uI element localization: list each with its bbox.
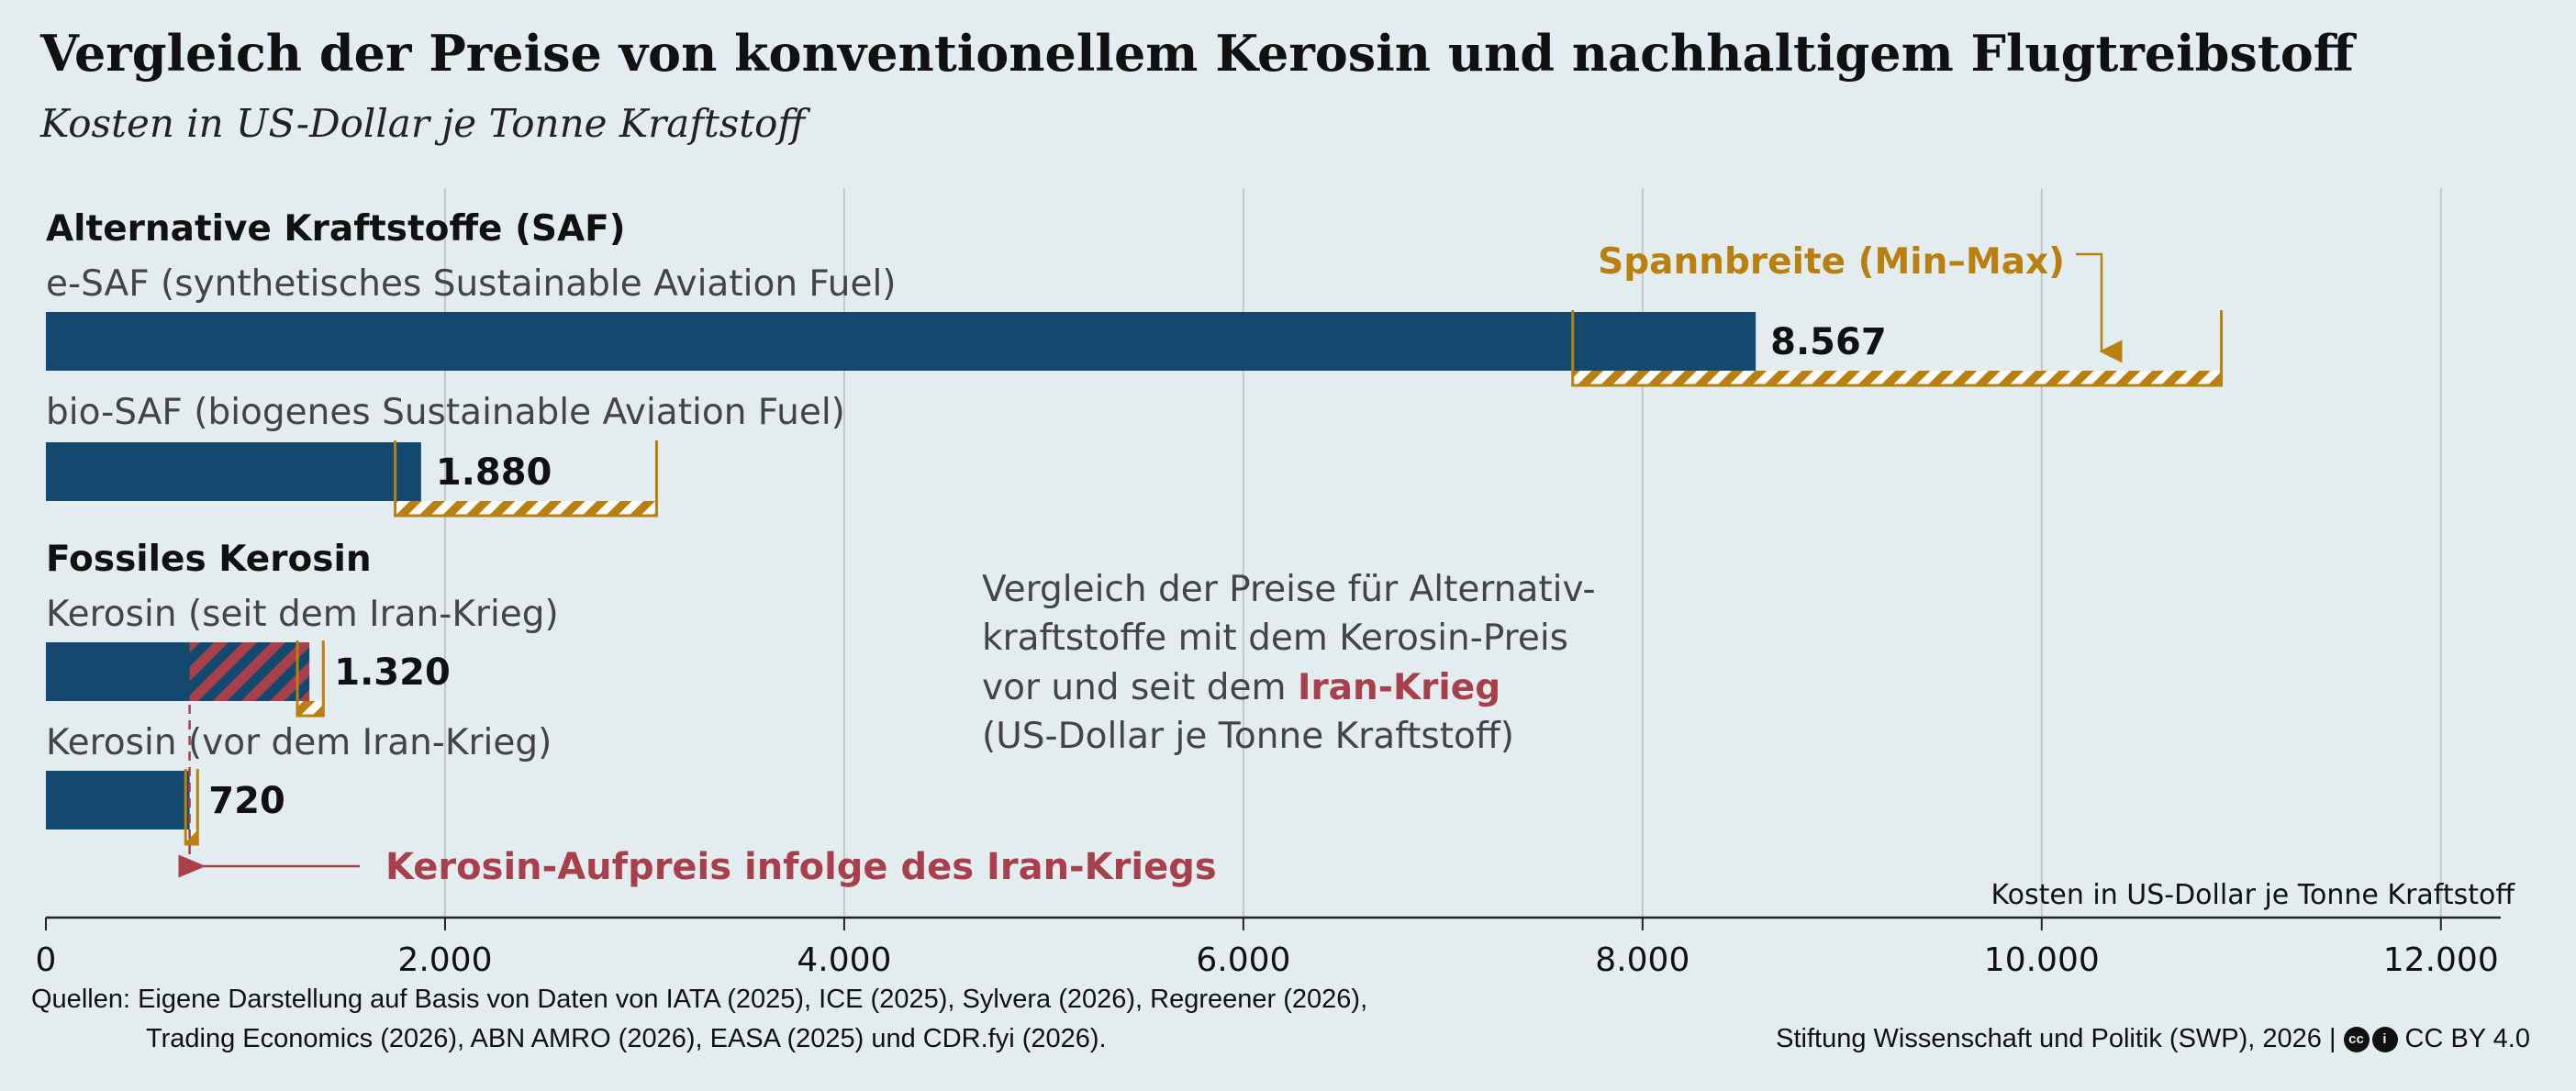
range-annotation-arrow [2076,252,2123,363]
tick-label: 8.000 [1595,941,1689,973]
range-bracket [394,440,658,518]
bar [46,312,1756,371]
tick-label: 4.000 [797,941,891,973]
credit-text: Stiftung Wissenschaft und Politik (SWP),… [1776,1024,2336,1053]
range-band [395,501,657,516]
credit: Stiftung Wissenschaft und Politik (SWP),… [1776,1024,2530,1054]
value-label: 720 [208,780,285,822]
range-bracket [296,640,325,718]
value-label: 1.880 [436,451,552,494]
bar-label: Kerosin (seit dem Iran-Krieg) [46,594,559,635]
text-layer: 0 2.000 4.000 6.000 8.000 10.000 12.000 Kosten … [36,208,2516,973]
group-label: Alternative Kraftstoffe (SAF) [46,208,626,250]
bar-label: bio-SAF (biogenes Sustainable Aviation F… [46,392,845,433]
note-highlight-iran-krieg: Iran-Krieg [1298,667,1500,708]
cc-license-icon: cc i [2343,1026,2398,1052]
tick-label: 10.000 [1984,941,2100,973]
note-line-3: vor und seit dem Iran-Krieg [982,667,1500,708]
war-premium-segment [189,642,310,701]
tick-label: 0 [36,941,57,973]
by-icon: i [2371,1026,2398,1052]
cc-icon: cc [2343,1026,2370,1052]
bar-layer [46,310,2224,846]
bar [46,442,421,501]
bar [46,771,190,829]
value-label: 1.320 [334,651,451,694]
tick-label: 2.000 [397,941,492,973]
value-label: 8.567 [1770,321,1887,363]
grid-layer [45,188,2501,930]
sources-line-2: Trading Economics (2026), ABN AMRO (2026… [146,1024,1107,1053]
range-annotation-label: Spannbreite (Min–Max) [1598,241,2065,283]
range-bracket [184,769,199,846]
note-line-4: (US-Dollar je Tonne Kraftstoff) [982,716,1514,757]
note-line-3-prefix: vor und seit dem [982,667,1298,708]
range-band [185,829,198,844]
premium-annotation-label: Kerosin-Aufpreis infolge des Iran-Kriegs [385,846,1217,888]
chart-title: Vergleich der Preise von konventionellem… [40,24,2355,83]
x-axis-label: Kosten in US-Dollar je Tonne Kraftstoff [1991,879,2515,911]
chart-canvas: 0 2.000 4.000 6.000 8.000 10.000 12.000 Kosten … [36,188,2516,973]
note-line-2: kraftstoffe mit dem Kerosin-Preis [982,618,1568,659]
bar-label: e-SAF (synthetisches Sustainable Aviatio… [46,263,897,305]
tick-label: 12.000 [2383,941,2499,973]
chart-subtitle: Kosten in US-Dollar je Tonne Kraftstoff [40,101,806,146]
range-bracket [1571,310,2224,387]
range-band [1572,371,2222,385]
tick-label: 6.000 [1196,941,1290,973]
note-line-1: Vergleich der Preise für Alternativ- [982,569,1596,610]
license-text: CC BY 4.0 [2404,1024,2530,1053]
bar-label: Kerosin (vor dem Iran-Krieg) [46,722,552,763]
range-band [297,701,324,716]
group-label: Fossiles Kerosin [46,539,372,580]
sources-line-1: Quellen: Eigene Darstellung auf Basis vo… [31,985,1368,1014]
